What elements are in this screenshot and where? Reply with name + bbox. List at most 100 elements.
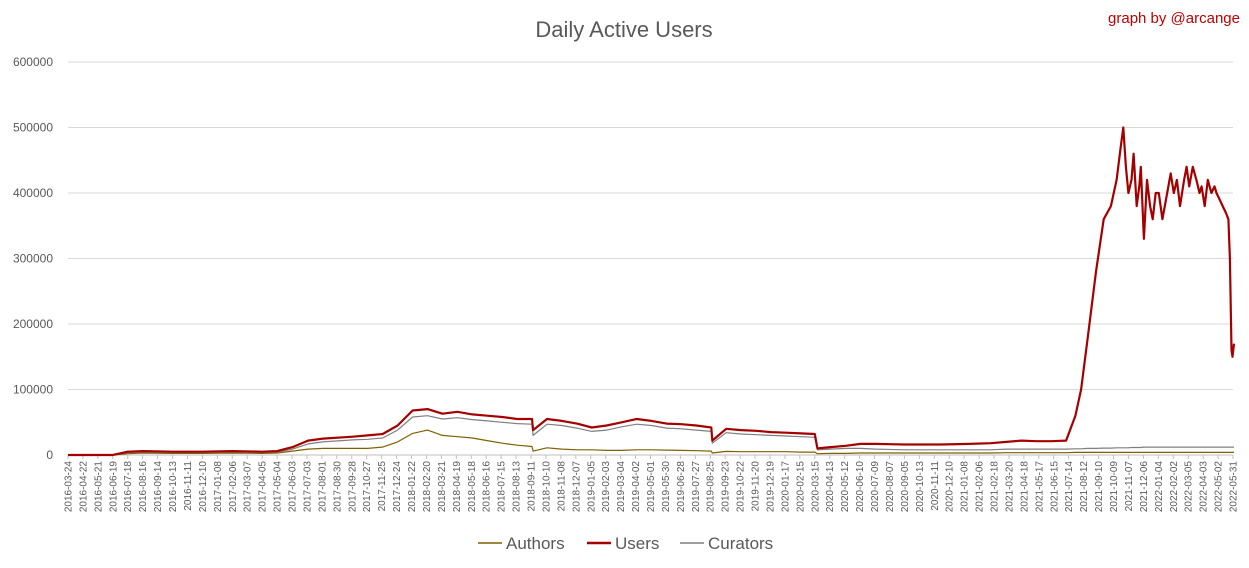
series-line-authors: [68, 429, 1234, 456]
x-tick-label: 2020-08-07: [885, 461, 896, 513]
x-tick-label: 2018-03-21: [437, 461, 448, 513]
x-tick-label: 2016-11-11: [183, 461, 194, 511]
y-tick-label: 100000: [13, 383, 53, 397]
legend-label-users: Users: [615, 534, 659, 553]
x-tick-label: 2017-03-07: [243, 461, 254, 513]
x-tick-label: 2021-06-15: [1049, 461, 1060, 513]
x-tick-label: 2022-01-04: [1154, 461, 1165, 513]
x-tick-label: 2020-11-11: [930, 461, 941, 511]
x-tick-label: 2017-12-24: [392, 461, 403, 513]
plot-area: [68, 126, 1236, 457]
x-tick-label: 2022-03-05: [1184, 461, 1195, 513]
x-tick-label: 2018-10-10: [541, 461, 552, 513]
x-tick-label: 2020-04-13: [825, 461, 836, 513]
x-tick-label: 2019-05-01: [646, 461, 657, 513]
x-tick-label: 2017-08-01: [317, 461, 328, 513]
x-tick-label: 2021-05-17: [1034, 461, 1045, 513]
x-axis: 2016-03-24 2016-04-22 2016-05-21 2016-06-19…: [64, 455, 1240, 512]
x-tick-label: 2019-08-25: [706, 461, 717, 513]
x-tick-label: 2019-07-27: [691, 461, 702, 513]
x-tick-label: 2020-01-17: [780, 461, 791, 513]
x-tick-label: 2016-06-19: [108, 461, 119, 513]
gridlines: [68, 61, 1233, 456]
x-tick-label: 2019-04-02: [631, 461, 642, 513]
x-tick-label: 2018-11-08: [556, 461, 567, 512]
x-tick-label: 2017-01-08: [213, 461, 224, 513]
x-tick-label: 2019-10-22: [736, 461, 747, 513]
legend: Authors Users Curators: [478, 534, 773, 553]
x-tick-label: 2016-10-13: [168, 461, 179, 513]
x-tick-label: 2021-03-20: [1004, 461, 1015, 513]
x-tick-label: 2021-11-07: [1124, 461, 1135, 512]
x-tick-label: 2017-06-03: [288, 461, 299, 513]
x-tick-label: 2016-07-18: [123, 461, 134, 513]
x-tick-label: 2020-09-05: [900, 461, 911, 513]
y-tick-label: 600000: [13, 55, 53, 69]
x-tick-label: 2018-02-20: [422, 461, 433, 513]
x-tick-label: 2020-05-12: [840, 461, 851, 513]
x-tick-label: 2018-01-22: [407, 461, 418, 513]
chart-title: Daily Active Users: [535, 17, 712, 42]
x-tick-label: 2017-10-27: [362, 461, 373, 513]
x-tick-label: 2020-03-15: [810, 461, 821, 513]
x-tick-label: 2016-03-24: [64, 461, 75, 513]
x-tick-label: 2022-05-31: [1229, 461, 1240, 513]
x-tick-label: 2022-04-03: [1199, 461, 1210, 513]
x-tick-label: 2016-09-14: [153, 461, 164, 513]
x-tick-label: 2021-08-12: [1079, 461, 1090, 513]
x-tick-label: 2019-06-28: [676, 461, 687, 513]
x-tick-label: 2021-10-09: [1109, 461, 1120, 513]
x-tick-label: 2020-10-13: [915, 461, 926, 513]
x-tick-label: 2022-05-02: [1214, 461, 1225, 513]
x-tick-label: 2018-07-15: [497, 461, 508, 513]
x-tick-label: 2020-07-09: [870, 461, 881, 513]
x-tick-label: 2016-05-21: [93, 461, 104, 513]
x-tick-label: 2020-02-15: [795, 461, 806, 513]
x-tick-label: 2018-06-16: [482, 461, 493, 513]
x-tick-label: 2018-12-07: [571, 461, 582, 513]
x-tick-label: 2021-12-06: [1139, 461, 1150, 513]
chart-credit: graph by @arcange: [1108, 10, 1240, 27]
x-tick-label: 2017-09-28: [347, 461, 358, 513]
x-tick-label: 2018-05-18: [467, 461, 478, 513]
y-tick-label: 0: [46, 448, 53, 462]
x-tick-label: 2016-12-10: [198, 461, 209, 513]
legend-label-authors: Authors: [506, 534, 565, 553]
x-tick-label: 2017-02-06: [228, 461, 239, 513]
x-tick-label: 2021-07-14: [1064, 461, 1075, 513]
x-tick-label: 2018-08-13: [512, 461, 523, 513]
x-tick-label: 2017-11-25: [377, 461, 388, 512]
series-line-users: [68, 126, 1236, 457]
x-tick-label: 2016-08-16: [138, 461, 149, 513]
x-tick-label: 2021-09-10: [1094, 461, 1105, 513]
x-tick-label: 2017-04-05: [258, 461, 269, 513]
x-tick-label: 2017-05-04: [273, 461, 284, 513]
y-tick-label: 400000: [13, 186, 53, 200]
x-tick-label: 2018-04-19: [452, 461, 463, 513]
x-tick-label: 2019-02-03: [601, 461, 612, 513]
x-tick-label: 2021-02-06: [975, 461, 986, 513]
x-tick-label: 2022-02-02: [1169, 461, 1180, 513]
x-tick-label: 2021-01-08: [960, 461, 971, 513]
x-tick-label: 2021-04-18: [1019, 461, 1030, 513]
x-tick-label: 2019-03-04: [616, 461, 627, 513]
x-tick-label: 2019-11-20: [751, 461, 762, 512]
x-tick-label: 2019-12-19: [765, 461, 776, 513]
y-axis: 0 100000 200000 300000 400000 500000 600000: [13, 55, 53, 462]
x-tick-label: 2019-01-05: [586, 461, 597, 513]
x-tick-label: 2017-08-30: [332, 461, 343, 513]
x-tick-label: 2021-02-18: [990, 461, 1001, 513]
x-tick-label: 2018-09-11: [527, 461, 538, 512]
x-tick-label: 2019-05-30: [661, 461, 672, 513]
series-line-curators: [68, 415, 1234, 456]
y-tick-label: 300000: [13, 252, 53, 266]
y-tick-label: 200000: [13, 317, 53, 331]
x-tick-label: 2019-09-23: [721, 461, 732, 513]
x-tick-label: 2017-07-03: [302, 461, 313, 513]
x-tick-label: 2020-12-10: [945, 461, 956, 513]
x-tick-label: 2016-04-22: [78, 461, 89, 513]
y-tick-label: 500000: [13, 121, 53, 135]
legend-label-curators: Curators: [708, 534, 773, 553]
x-tick-label: 2020-06-10: [855, 461, 866, 513]
